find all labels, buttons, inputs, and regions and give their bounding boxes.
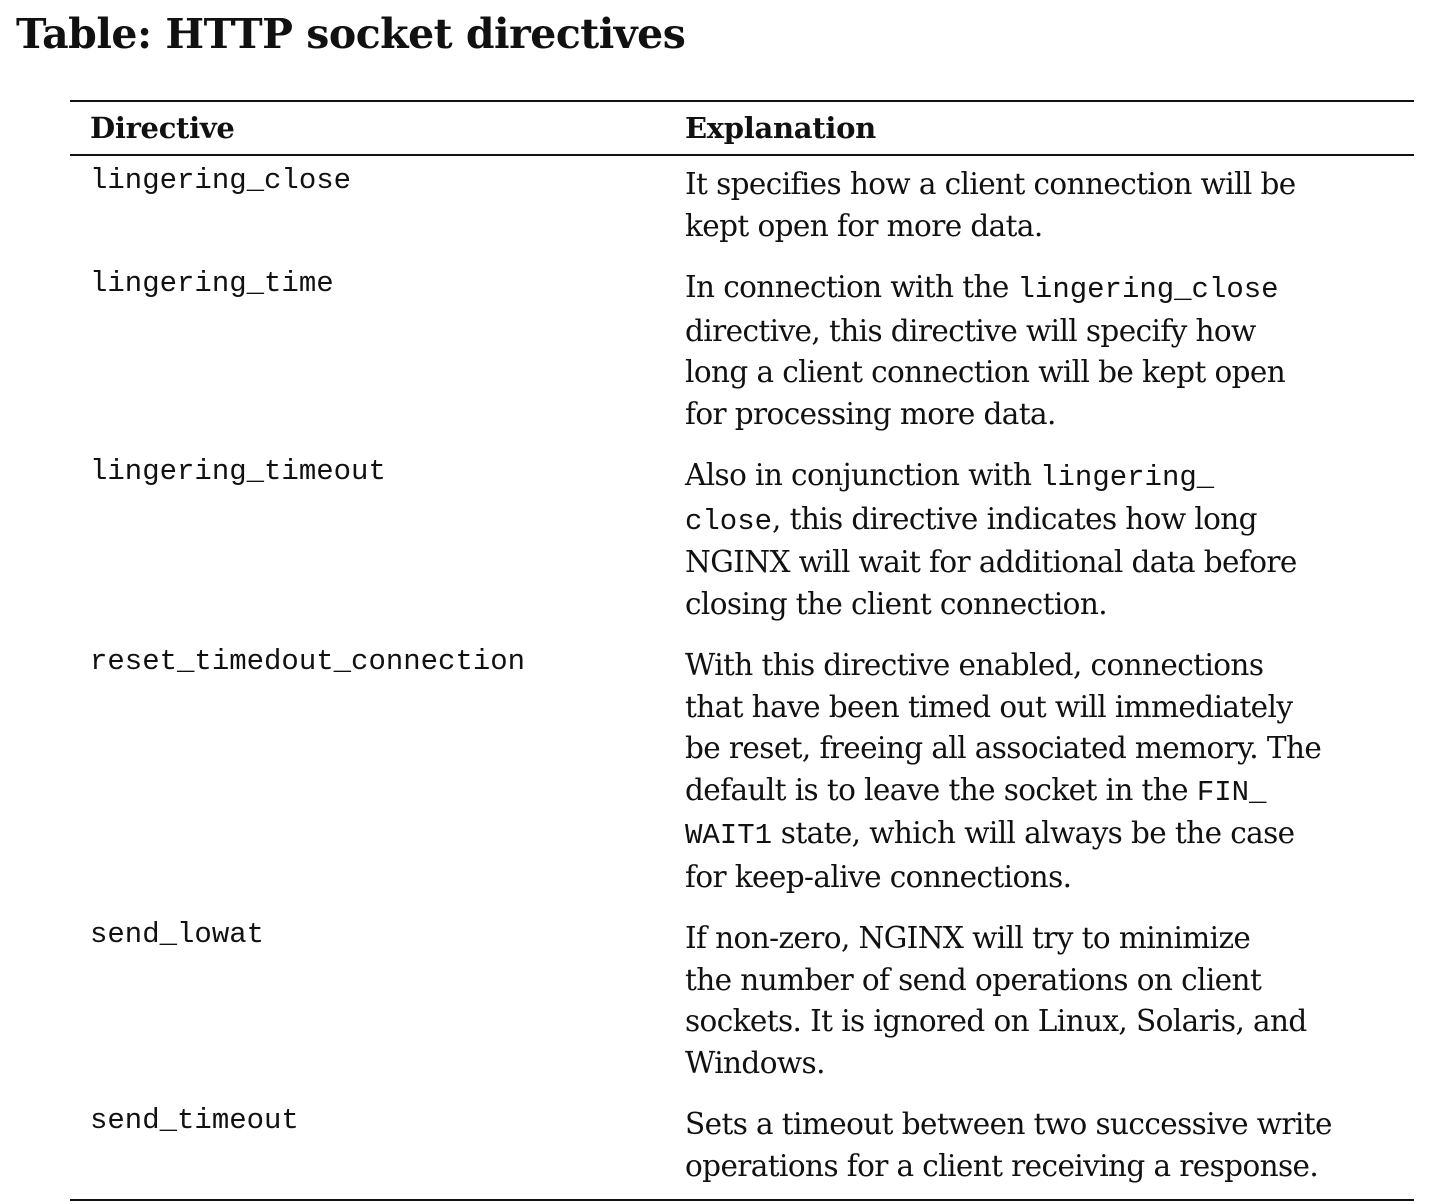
inline-code: WAIT1 bbox=[685, 819, 773, 852]
explanation-text: directive, this directive will specify h… bbox=[685, 313, 1256, 348]
explanation-text: closing the client connection. bbox=[685, 586, 1108, 621]
table-top-rule bbox=[70, 100, 1414, 102]
explanation-text: In connection with the bbox=[685, 270, 1018, 304]
explanation-text: sockets. It is ignored on Linux, Solaris… bbox=[685, 1004, 1307, 1038]
explanation-text: operations for a client receiving a resp… bbox=[685, 1148, 1319, 1183]
inline-code: lingering_ bbox=[1040, 461, 1215, 494]
table-title: Table: HTTP socket directives bbox=[16, 10, 686, 58]
explanation-text: for keep-alive connections. bbox=[685, 859, 1072, 894]
inline-code: FIN_ bbox=[1196, 775, 1267, 809]
explanation-text: for processing more data. bbox=[685, 396, 1056, 431]
table-row: lingering_timeout Also in conjunction wit… bbox=[70, 447, 1414, 637]
explanation-text: If non-zero, NGINX will try to minimize bbox=[685, 921, 1251, 955]
explanation-text: With this directive enabled, connections bbox=[685, 648, 1264, 682]
header-directive: Directive bbox=[90, 111, 235, 145]
directive-explanation: Also in conjunction with lingering_close… bbox=[685, 447, 1414, 637]
header-explanation: Explanation bbox=[685, 111, 876, 145]
inline-code: close bbox=[685, 504, 773, 538]
explanation-text: state, which will always be the case bbox=[772, 816, 1295, 850]
table-header-row: Directive Explanation bbox=[70, 102, 1414, 154]
directive-name: reset_timedout_connection bbox=[90, 645, 526, 678]
directive-name: lingering_close bbox=[90, 164, 352, 197]
inline-code: lingering_close bbox=[1017, 273, 1279, 306]
table-body: lingering_close It specifies how a client… bbox=[70, 156, 1414, 1199]
directive-name: send_lowat bbox=[90, 918, 265, 951]
explanation-text: It specifies how a client connection wil… bbox=[685, 167, 1296, 201]
directive-explanation: It specifies how a client connection wil… bbox=[685, 156, 1414, 259]
explanation-text: the number of send operations on client bbox=[685, 962, 1262, 997]
explanation-text: , this directive indicates how long bbox=[772, 501, 1258, 536]
directive-name: lingering_time bbox=[90, 267, 334, 300]
directives-table: Directive Explanation lingering_close It … bbox=[70, 100, 1414, 1201]
directive-explanation: If non-zero, NGINX will try to minimize t… bbox=[685, 910, 1414, 1096]
explanation-text: long a client connection will be kept op… bbox=[685, 355, 1286, 389]
table-header-rule bbox=[70, 154, 1414, 156]
explanation-text: default is to leave the socket in the bbox=[685, 772, 1197, 807]
directive-explanation: With this directive enabled, connections… bbox=[685, 637, 1414, 910]
directive-name: lingering_timeout bbox=[90, 455, 386, 488]
explanation-text: be reset, freeing all associated memory.… bbox=[685, 731, 1322, 765]
table-row: reset_timedout_connection With this direc… bbox=[70, 637, 1414, 910]
table-row: send_lowat If non-zero, NGINX will try to… bbox=[70, 910, 1414, 1096]
explanation-text: Windows. bbox=[685, 1045, 825, 1080]
table-row: lingering_close It specifies how a client… bbox=[70, 156, 1414, 259]
explanation-text: NGINX will wait for additional data befo… bbox=[685, 545, 1297, 579]
explanation-text: Sets a timeout between two successive wr… bbox=[685, 1107, 1332, 1141]
explanation-text: that have been timed out will immediatel… bbox=[685, 689, 1293, 724]
explanation-text: Also in conjunction with bbox=[685, 458, 1041, 492]
explanation-text: kept open for more data. bbox=[685, 208, 1043, 243]
table-row: lingering_time In connection with the lin… bbox=[70, 259, 1414, 447]
table-row: send_timeout Sets a timeout between two s… bbox=[70, 1096, 1414, 1199]
directive-explanation: Sets a timeout between two successive wr… bbox=[685, 1096, 1414, 1199]
directive-name: send_timeout bbox=[90, 1104, 299, 1137]
